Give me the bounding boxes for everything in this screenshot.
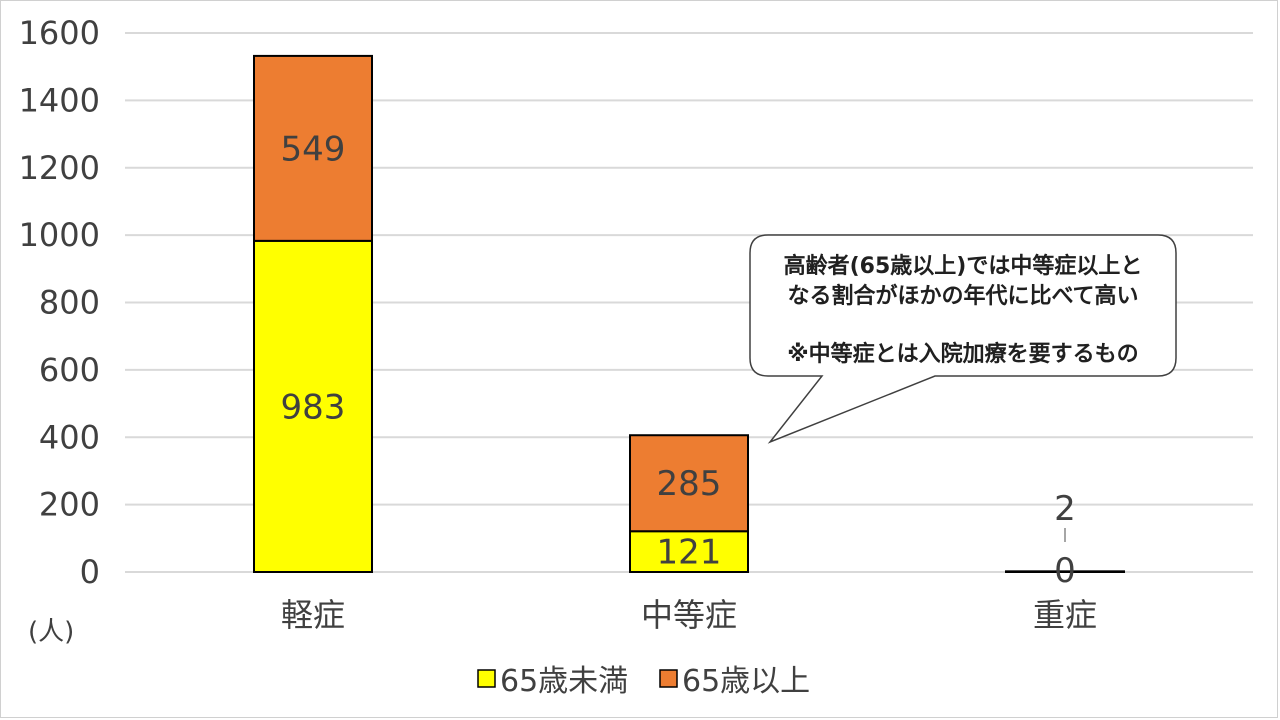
data-label: 549: [281, 129, 346, 169]
callout-bubble: [749, 234, 1177, 444]
bar-segment: [1005, 570, 1125, 573]
data-label: 983: [281, 387, 346, 427]
y-tick-label: 1000: [19, 216, 100, 254]
x-category-label: 重症: [1033, 596, 1097, 634]
callout-line: 高齢者(65歳以上)では中等症以上と: [784, 253, 1143, 279]
callout-line: ※中等症とは入院加療を要するもの: [787, 341, 1138, 367]
y-tick-label: 1600: [19, 14, 100, 52]
data-label: 285: [657, 464, 722, 504]
bar-segment: [629, 434, 749, 533]
data-label: 2: [1054, 489, 1076, 529]
y-tick-label: 200: [39, 486, 100, 524]
legend-label: 65歳未満: [500, 664, 628, 699]
data-label: 121: [657, 533, 722, 573]
x-category-label: 軽症: [281, 596, 345, 634]
y-axis-unit-label: (人): [28, 617, 74, 647]
x-category-label: 中等症: [641, 596, 737, 634]
callout-line: なる割合がほかの年代に比べて高い: [787, 283, 1138, 309]
y-tick-label: 1200: [19, 149, 100, 187]
y-axis-ticks: 0 200 400 600 800 1000 1200 1400 1600: [19, 14, 100, 591]
legend-label: 65歳以上: [682, 664, 810, 699]
y-tick-label: 0: [80, 553, 100, 591]
y-tick-label: 600: [39, 351, 100, 389]
bar-segment: [253, 239, 373, 573]
y-tick-label: 400: [39, 418, 100, 456]
y-tick-label: 1400: [19, 81, 100, 119]
legend-swatch: [477, 669, 496, 688]
legend: 65歳未満 65歳以上: [477, 664, 810, 699]
y-tick-label: 800: [39, 284, 100, 322]
category-labels: 軽症 中等症 重症: [281, 596, 1097, 634]
legend-swatch: [659, 669, 678, 688]
bar-segment: [253, 54, 373, 242]
bars: 983 549 121 285 0 2: [253, 54, 1125, 591]
data-label: 0: [1054, 551, 1076, 591]
